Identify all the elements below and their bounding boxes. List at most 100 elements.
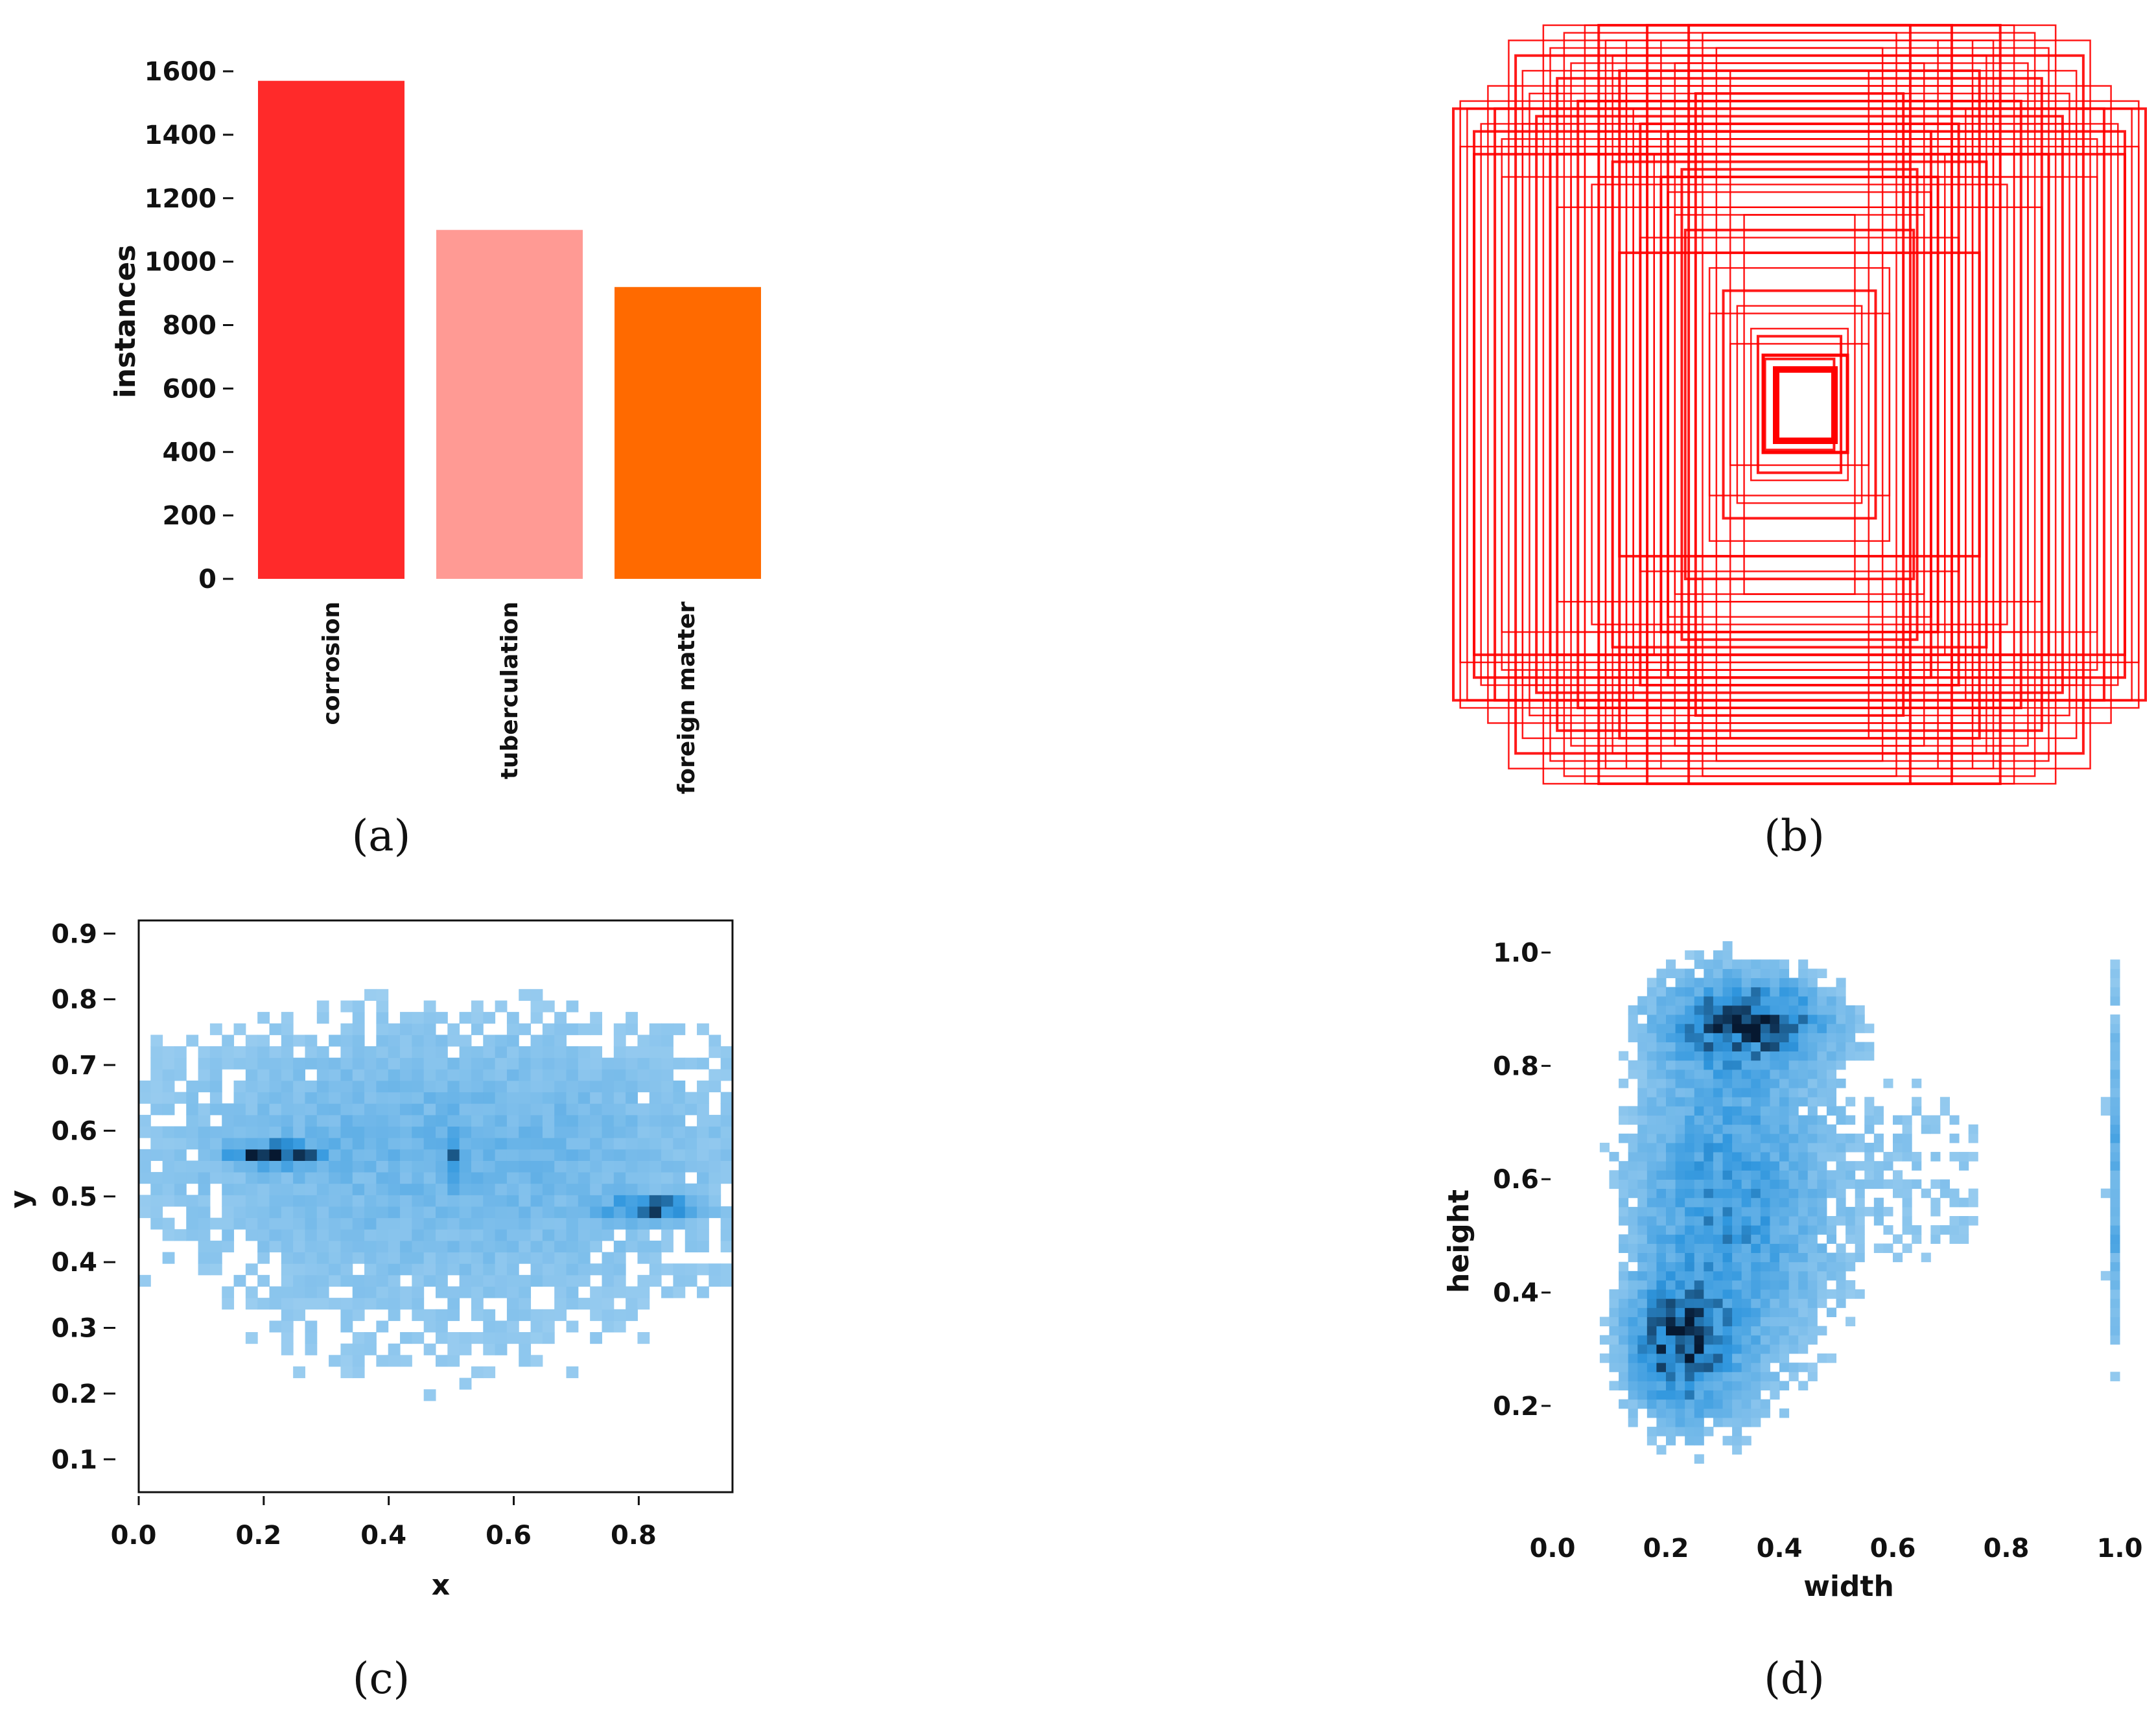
heatmap-cell: [483, 1309, 496, 1321]
heatmap-cell: [1770, 1069, 1780, 1079]
heatmap-cell: [1770, 1142, 1780, 1153]
heatmap-cell: [436, 1035, 448, 1047]
heatmap-cell: [495, 1206, 508, 1219]
heatmap-cell: [436, 1252, 448, 1264]
heatmap-cell: [471, 1080, 484, 1093]
heatmap-cell: [459, 1172, 472, 1184]
heatmap-cell: [1798, 1307, 1809, 1317]
heatmap-cell: [1798, 1280, 1809, 1290]
heatmap-cell: [1779, 1051, 1790, 1061]
heatmap-cell: [566, 1252, 579, 1264]
heatmap-cell: [459, 1206, 472, 1219]
heatmap-cell: [174, 1046, 187, 1059]
heatmap-cell: [1713, 1060, 1723, 1070]
heatmap-cell: [1902, 1225, 1912, 1235]
heatmap-cell: [1770, 1197, 1780, 1208]
heatmap-cell: [388, 1355, 401, 1367]
heatmap-cell: [1788, 1252, 1799, 1263]
heatmap-cell: [1741, 1270, 1752, 1281]
heatmap-cell: [376, 1035, 389, 1047]
heatmap-cell: [1619, 1197, 1629, 1208]
heatmap-cell: [269, 1183, 282, 1195]
heatmap-cell: [1685, 1014, 1695, 1024]
heatmap-cell: [554, 1023, 567, 1035]
heatmap-cell: [1646, 1051, 1657, 1061]
heatmap-cell: [257, 1069, 270, 1081]
heatmap-cell: [1713, 1408, 1723, 1418]
heatmap-cell: [269, 1092, 282, 1104]
heatmap-cell: [1732, 1372, 1742, 1381]
heatmap-cell: [1637, 1216, 1648, 1226]
heatmap-cell: [1817, 1206, 1827, 1217]
heatmap-cell: [1788, 1372, 1799, 1381]
heatmap-cell: [1732, 1069, 1742, 1079]
heatmap-cell: [495, 1252, 508, 1264]
heatmap-cell: [1637, 1399, 1648, 1409]
heatmap-cell: [566, 1298, 579, 1310]
heatmap-cell: [1845, 1317, 1856, 1327]
heatmap-cell: [1930, 1206, 1941, 1217]
heatmap-cell: [720, 1149, 733, 1161]
heatmap-cell: [637, 1172, 650, 1184]
heatmap-cell: [590, 1080, 602, 1093]
heatmap-cell: [340, 1103, 353, 1116]
heatmap-cell: [1685, 996, 1695, 1006]
heatmap-cell: [293, 1092, 305, 1104]
heatmap-cell: [1751, 1014, 1761, 1024]
heatmap-cell: [602, 1092, 615, 1104]
heatmap-cell: [1751, 1188, 1761, 1199]
heatmap-cell: [1741, 1170, 1752, 1180]
heatmap-cell: [293, 1114, 305, 1127]
heatmap-cell: [269, 1286, 282, 1298]
heatmap-cell: [436, 1080, 448, 1093]
heatmap-cell: [483, 1172, 496, 1184]
heatmap-cell: [483, 1195, 496, 1207]
heatmap-cell: [1666, 1197, 1676, 1208]
heatmap-cell: [542, 1149, 555, 1161]
category-label-corrosion: corrosion: [318, 602, 345, 725]
heatmap-cell: [2110, 1216, 2120, 1226]
heatmap-cell: [1628, 1060, 1638, 1070]
heatmap-cell: [293, 1160, 305, 1173]
heatmap-cell: [530, 1035, 543, 1047]
heatmap-cell: [673, 1217, 686, 1230]
heatmap-cell: [1666, 987, 1676, 997]
heatmap-cell: [257, 1206, 270, 1219]
y-axis-label: y: [4, 1190, 37, 1209]
heatmap-cell: [530, 1149, 543, 1161]
heatmap-cell: [1675, 1289, 1685, 1299]
panel-label-a: (a): [352, 811, 411, 861]
heatmap-cell: [519, 1046, 532, 1059]
heatmap-cell: [388, 1080, 401, 1093]
heatmap-cell: [1619, 1161, 1629, 1171]
x-tick-label: 1.0: [2097, 1534, 2143, 1563]
heatmap-cell: [1798, 1142, 1809, 1153]
heatmap-cell: [613, 1195, 626, 1207]
heatmap-cell: [613, 1023, 626, 1035]
heatmap-cell: [1694, 1170, 1704, 1180]
heatmap-cell: [1628, 1161, 1638, 1171]
heatmap-cell: [1646, 1115, 1657, 1125]
heatmap-cell: [1637, 1243, 1648, 1254]
heatmap-cell: [1751, 1033, 1761, 1042]
heatmap-cell: [1770, 1381, 1780, 1391]
heatmap-cell: [649, 1138, 662, 1150]
heatmap-cell: [1760, 1298, 1770, 1308]
heatmap-cell: [566, 1046, 579, 1059]
heatmap-cell: [1656, 1381, 1667, 1391]
heatmap-cell: [305, 1149, 318, 1161]
heatmap-cell: [590, 1160, 602, 1173]
heatmap-cell: [720, 1229, 733, 1241]
heatmap-cell: [1685, 1298, 1695, 1308]
heatmap-cell: [257, 1149, 270, 1161]
heatmap-cell: [1779, 987, 1790, 997]
heatmap-cell: [685, 1217, 697, 1230]
bounding-box: [1756, 334, 1843, 474]
heatmap-cell: [1864, 1152, 1875, 1162]
heatmap-cell: [1675, 1106, 1685, 1116]
heatmap-cell: [1798, 1234, 1809, 1244]
heatmap-cell: [1732, 1363, 1742, 1372]
heatmap-cell: [1741, 1142, 1752, 1153]
heatmap-cell: [1619, 1298, 1629, 1308]
heatmap-cell: [578, 1126, 591, 1138]
